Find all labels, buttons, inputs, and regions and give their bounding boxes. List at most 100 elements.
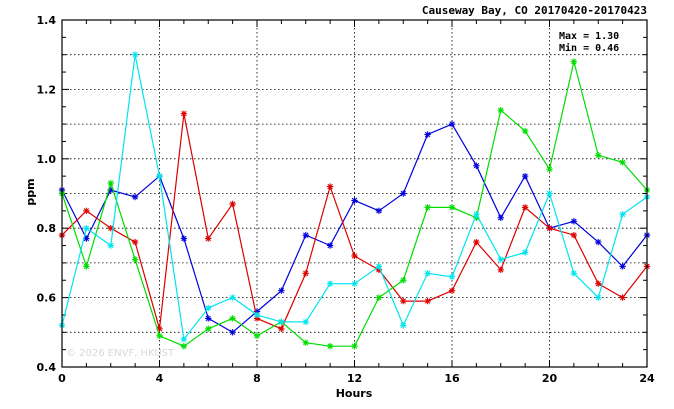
y-tick-label: 1.2 — [37, 83, 57, 96]
data-point-series-3 — [570, 58, 578, 65]
data-point-series-3 — [497, 107, 504, 114]
data-point-series-2 — [131, 238, 139, 246]
data-point-series-1 — [131, 193, 139, 201]
data-point-series-3 — [180, 342, 188, 350]
plot-frame — [61, 19, 648, 368]
data-point-series-4 — [595, 294, 602, 301]
data-point-series-2 — [229, 200, 236, 208]
data-point-series-3 — [107, 179, 114, 187]
x-tick-label: 24 — [639, 372, 655, 385]
data-point-series-1 — [205, 315, 212, 322]
data-point-series-2 — [326, 183, 334, 190]
data-point-series-3 — [131, 256, 139, 263]
data-point-series-3 — [326, 342, 334, 350]
data-point-series-2 — [570, 231, 578, 239]
data-point-series-3 — [521, 127, 529, 135]
x-tick-label: 8 — [253, 372, 261, 385]
data-point-series-4 — [229, 294, 236, 301]
data-point-series-2 — [302, 270, 309, 277]
plot-area: 0 4 8 12 16 20 24 0.4 0.6 0.8 1.0 1.2 1.4 — [37, 14, 655, 385]
data-point-series-1 — [375, 207, 383, 215]
data-point-series-1 — [326, 242, 334, 249]
data-point-series-2 — [546, 225, 553, 232]
data-point-series-4 — [180, 336, 188, 343]
max-label: Max = 1.30 — [559, 31, 619, 42]
data-point-series-2 — [521, 204, 529, 211]
data-point-series-1 — [400, 190, 407, 197]
data-point-series-3 — [400, 277, 407, 284]
data-point-series-1 — [619, 263, 626, 270]
data-point-series-2 — [497, 266, 504, 274]
data-point-series-4 — [351, 280, 358, 287]
data-point-series-1 — [424, 131, 431, 138]
data-point-series-4 — [253, 311, 261, 319]
data-point-series-2 — [595, 280, 602, 287]
data-point-series-1 — [302, 231, 309, 239]
data-point-series-3 — [375, 294, 383, 301]
data-point-series-1 — [497, 214, 504, 221]
data-point-series-4 — [448, 273, 456, 280]
data-point-series-4 — [424, 270, 431, 277]
data-point-series-1 — [595, 238, 602, 246]
data-point-series-3 — [595, 152, 602, 159]
data-point-series-2 — [400, 297, 407, 305]
data-point-series-1 — [448, 120, 456, 128]
data-point-series-1 — [521, 172, 529, 180]
y-tick-label: 1.0 — [37, 153, 57, 166]
data-point-series-4 — [497, 256, 504, 263]
data-point-series-2 — [205, 235, 212, 242]
y-tick-label: 0.8 — [37, 222, 57, 235]
data-point-series-4 — [570, 270, 578, 277]
data-point-series-2 — [83, 207, 90, 215]
data-point-series-4 — [205, 304, 212, 312]
data-point-series-2 — [180, 110, 188, 117]
data-point-series-1 — [473, 162, 480, 169]
data-point-series-4 — [107, 242, 114, 249]
data-point-series-1 — [180, 235, 188, 242]
data-point-series-4 — [156, 172, 163, 180]
data-point-series-4 — [302, 318, 309, 326]
y-tick-label: 0.6 — [37, 292, 57, 305]
data-point-series-2 — [351, 252, 358, 260]
data-point-series-3 — [229, 315, 236, 322]
data-point-series-1 — [229, 329, 236, 336]
y-axis-label: ppm — [24, 178, 37, 205]
data-point-series-4 — [521, 249, 529, 256]
y-tick-label: 0.4 — [37, 361, 57, 374]
data-point-series-4 — [326, 280, 334, 287]
min-label: Min = 0.46 — [559, 42, 619, 54]
data-point-series-3 — [253, 332, 261, 339]
data-point-series-4 — [131, 51, 139, 58]
chart-title: Causeway Bay, CO 20170420-20170423 — [422, 4, 647, 17]
data-point-series-2 — [278, 325, 285, 333]
data-point-series-2 — [473, 238, 480, 246]
data-point-series-4 — [83, 225, 90, 232]
data-point-series-4 — [473, 211, 480, 218]
data-point-series-3 — [448, 204, 456, 211]
watermark: © 2026 ENVF, HKUST — [66, 348, 175, 359]
x-axis-label: Hours — [336, 387, 373, 400]
data-point-series-3 — [156, 332, 163, 339]
data-point-series-3 — [302, 339, 309, 346]
data-point-series-4 — [400, 322, 407, 329]
data-point-series-4 — [619, 211, 626, 218]
y-tick-label: 1.4 — [37, 14, 57, 27]
data-point-series-4 — [375, 263, 383, 270]
data-point-series-1 — [570, 218, 578, 225]
data-point-series-4 — [278, 318, 285, 326]
data-point-series-3 — [205, 325, 212, 333]
x-tick-label: 12 — [347, 372, 362, 385]
x-tick-label: 16 — [444, 372, 460, 385]
data-point-series-3 — [83, 263, 90, 270]
data-point-series-2 — [448, 287, 456, 294]
data-point-series-4 — [546, 190, 553, 197]
data-point-series-2 — [424, 297, 431, 305]
data-point-series-1 — [278, 287, 285, 294]
x-tick-label: 0 — [58, 372, 66, 385]
data-point-series-3 — [351, 342, 358, 350]
data-point-series-3 — [619, 159, 626, 166]
x-tick-label: 20 — [542, 372, 558, 385]
x-tick-label: 4 — [156, 372, 164, 385]
data-point-series-2 — [619, 294, 626, 301]
